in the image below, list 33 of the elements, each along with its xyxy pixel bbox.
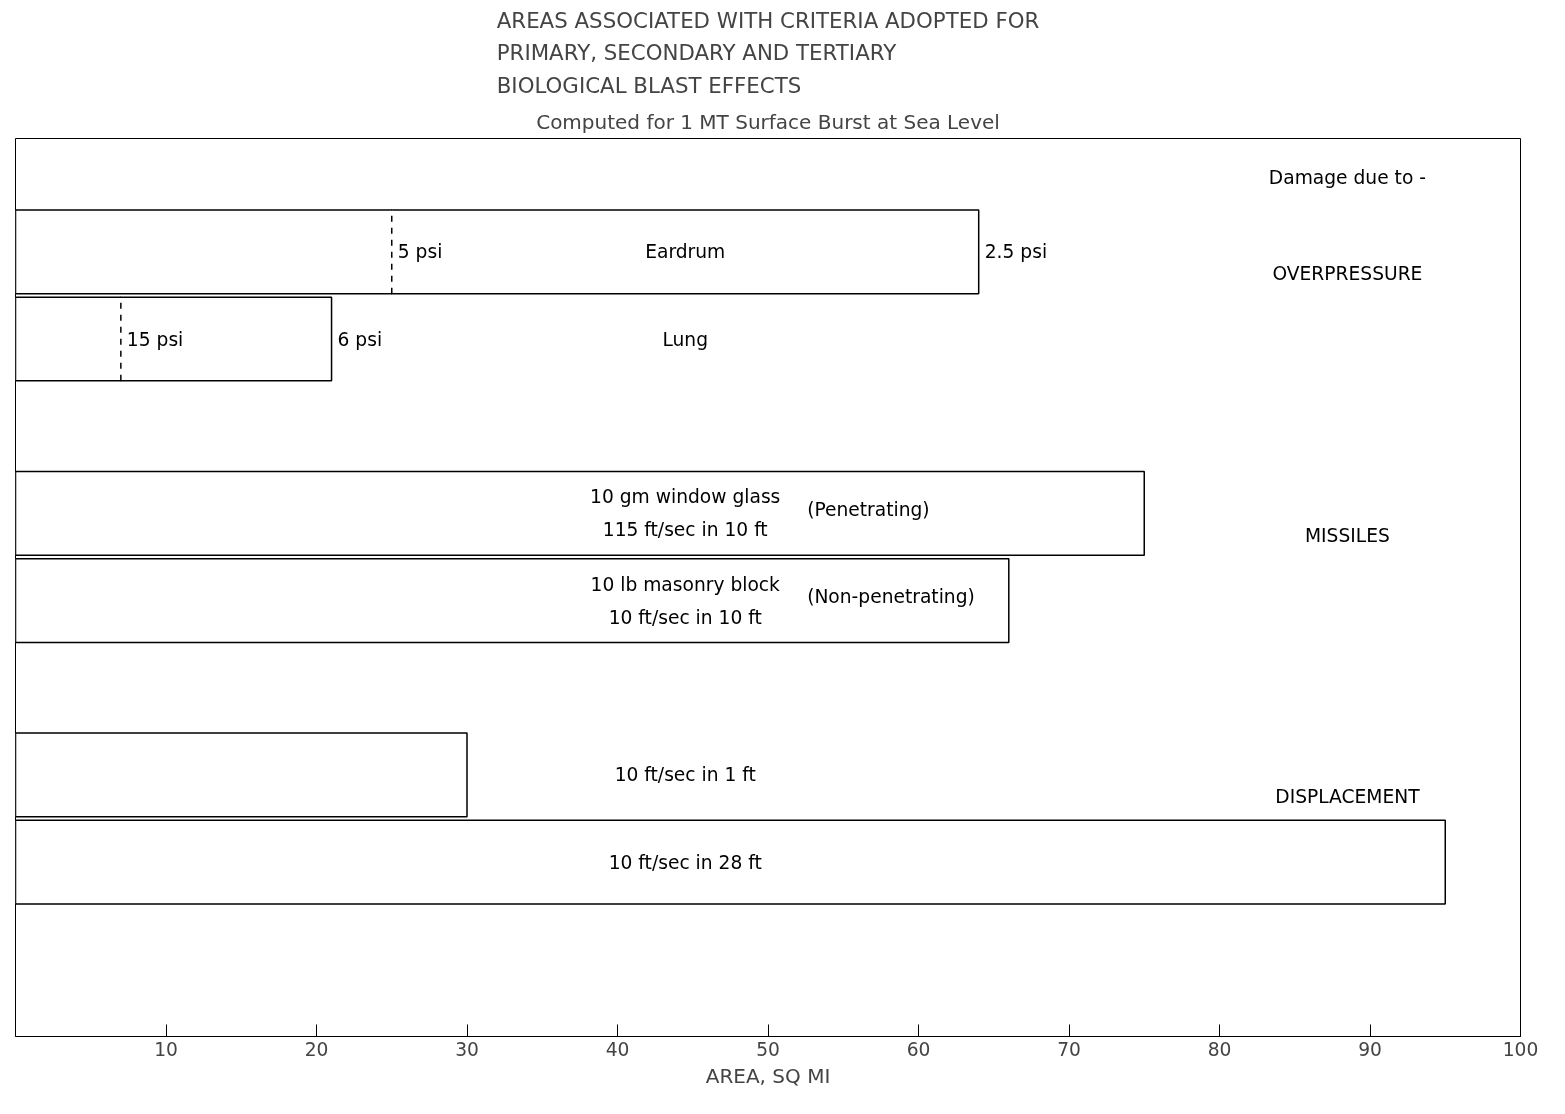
y-tick-label: 10 ft/sec in 28 ft (608, 851, 762, 873)
x-tick-label: 80 (1207, 1038, 1232, 1060)
y-tick-label: 10 gm window glass 115 ft/sec in 10 ft (590, 486, 781, 541)
y-tick-label: Lung (662, 328, 709, 350)
x-axis-title: AREA, SQ MI (705, 1063, 831, 1088)
annotation: 5 psi (397, 241, 443, 263)
x-tick-label: 50 (756, 1038, 780, 1060)
x-tick-label: 60 (906, 1038, 931, 1060)
x-tick-label: 100 (1502, 1038, 1539, 1060)
x-tick-label: 40 (605, 1038, 630, 1060)
annotation: (Non-penetrating) (807, 585, 975, 607)
chart-title: AREAS ASSOCIATED WITH CRITERIA ADOPTED FOR PRIMARY, SECONDARY AND TERTIARY BIOLOGICAL BLAST EFFECTS (496, 7, 1040, 98)
x-tick-label: 30 (455, 1038, 479, 1060)
x-tick-label: 10 (154, 1038, 178, 1060)
annotation: (Penetrating) (807, 498, 930, 520)
annotation: 15 psi (126, 328, 184, 350)
annotation: MISSILES (1305, 524, 1390, 546)
x-tick-label: 20 (304, 1038, 329, 1060)
y-tick-label: 10 lb masonry block 10 ft/sec in 10 ft (590, 573, 781, 628)
x-tick-label: 70 (1057, 1038, 1081, 1060)
bar (15, 732, 468, 818)
chart-subtitle: Computed for 1 MT Surface Burst at Sea Level (536, 109, 1000, 134)
annotation: 6 psi (337, 328, 383, 350)
annotation: DISPLACEMENT (1275, 786, 1421, 808)
y-tick-label: 10 ft/sec in 1 ft (614, 764, 756, 786)
x-tick-label: 90 (1358, 1038, 1382, 1060)
bar (15, 557, 1010, 644)
y-tick-label: Eardrum (645, 241, 726, 263)
text: Damage due to - (1268, 167, 1426, 189)
annotation: 2.5 psi (984, 241, 1048, 263)
annotation: OVERPRESSURE (1272, 263, 1423, 285)
bar (15, 470, 1145, 556)
bar (15, 819, 1446, 905)
